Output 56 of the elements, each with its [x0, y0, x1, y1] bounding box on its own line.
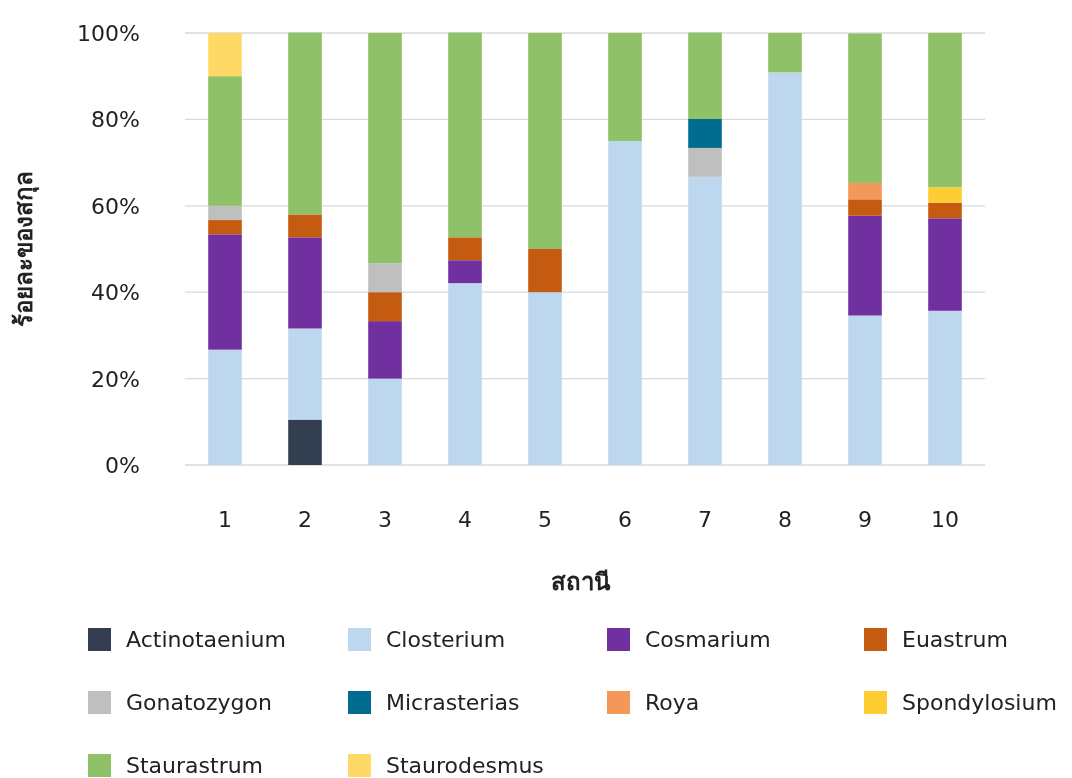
- bar: [448, 32, 482, 238]
- bar: [848, 215, 882, 316]
- x-tick-label: 1: [218, 507, 232, 532]
- y-tick-label: 100%: [77, 21, 140, 46]
- bar: [208, 205, 242, 221]
- bar: [368, 292, 402, 322]
- bar: [368, 263, 402, 293]
- x-tick-label: 6: [618, 507, 632, 532]
- y-tick-label: 80%: [91, 107, 140, 133]
- bar: [368, 33, 402, 264]
- bar: [368, 321, 402, 379]
- x-tick-label: 8: [778, 507, 792, 532]
- bar: [368, 378, 402, 465]
- legend-label: Roya: [645, 690, 700, 715]
- x-tick-label: 2: [298, 507, 312, 532]
- bar: [288, 32, 322, 215]
- x-tick-label: 9: [858, 507, 872, 532]
- legend-label: Staurodesmus: [386, 753, 544, 778]
- bar: [288, 214, 322, 238]
- bar: [688, 176, 722, 465]
- bar: [768, 72, 802, 465]
- x-tick-label: 5: [538, 507, 552, 532]
- x-tick-label: 4: [458, 507, 472, 532]
- legend-label: Actinotaenium: [126, 627, 286, 652]
- x-tick-label: 3: [378, 507, 392, 532]
- y-tick-label: 20%: [91, 366, 140, 392]
- bar: [448, 283, 482, 465]
- bar: [528, 33, 562, 249]
- legend-label: Staurastrum: [126, 753, 264, 778]
- bar: [448, 237, 482, 261]
- bar: [288, 237, 322, 329]
- legend-label: Spondylosium: [902, 690, 1057, 715]
- legend-label: Micrasterias: [386, 690, 520, 715]
- y-tick-label: 60%: [91, 193, 140, 219]
- bar: [768, 33, 802, 73]
- legend-label: Closterium: [386, 627, 506, 652]
- bar: [928, 218, 962, 311]
- legend-label: Gonatozygon: [126, 690, 272, 715]
- legend-label: Euastrum: [902, 627, 1008, 652]
- legend-label: Cosmarium: [645, 627, 771, 652]
- bar: [208, 234, 242, 350]
- bar: [848, 315, 882, 465]
- bar: [208, 220, 242, 235]
- y-tick-label: 40%: [91, 280, 140, 306]
- bar: [448, 260, 482, 284]
- bar: [608, 33, 642, 141]
- y-tick-label: 0%: [105, 453, 140, 478]
- x-tick-label: 7: [698, 507, 712, 532]
- bar: [608, 141, 642, 465]
- bar: [528, 292, 562, 465]
- bar: [928, 310, 962, 465]
- x-tick-label: 10: [931, 507, 959, 532]
- y-axis-title: ร้อยละของสกุล: [10, 171, 40, 327]
- x-axis-title: สถานี: [550, 568, 611, 596]
- bar: [208, 349, 242, 465]
- bar: [528, 249, 562, 293]
